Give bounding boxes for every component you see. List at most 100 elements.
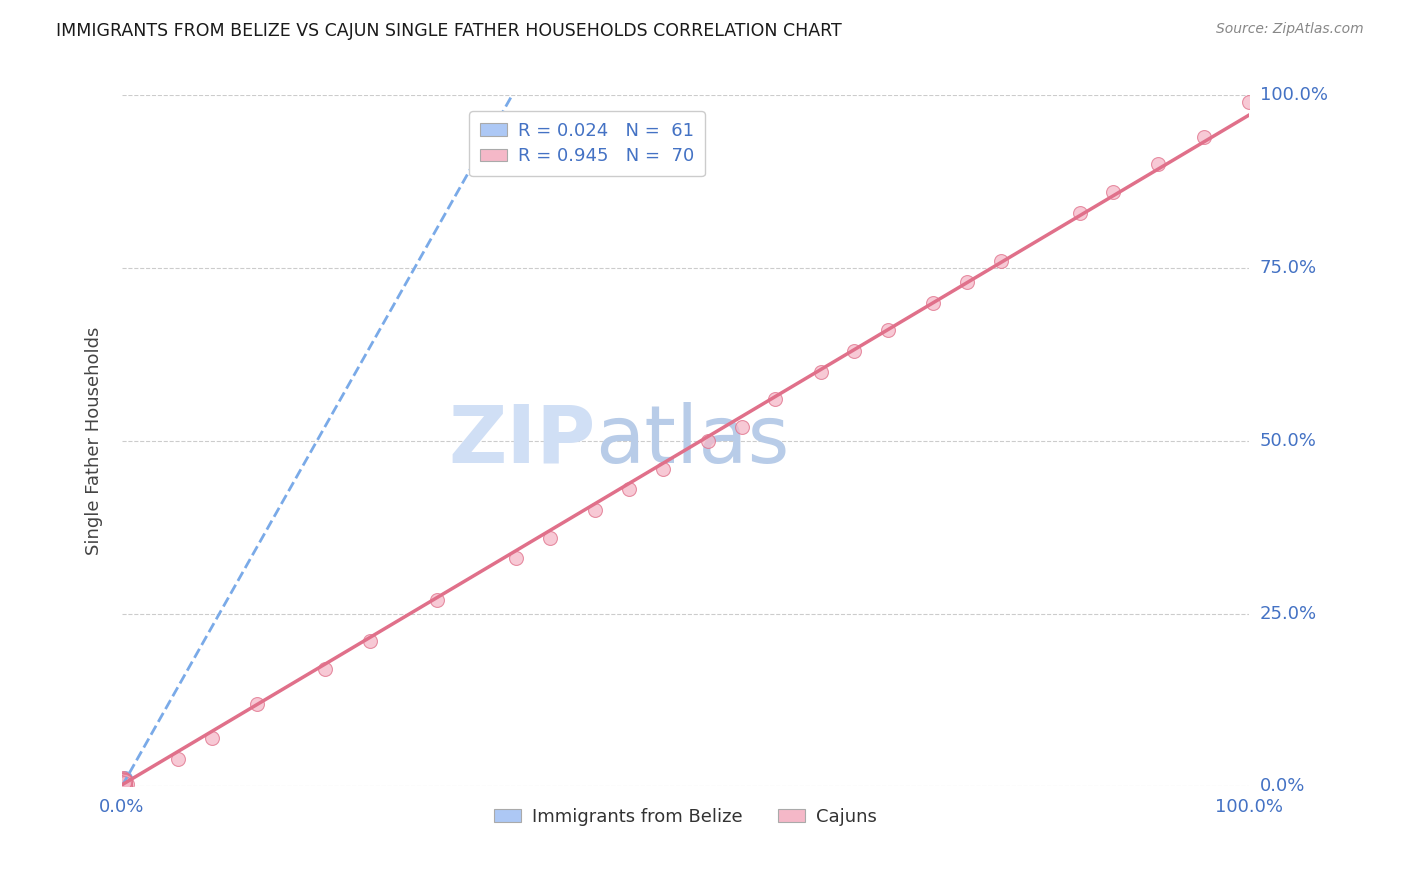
Point — [114, 777, 136, 791]
Point — [112, 774, 135, 789]
Point — [112, 777, 135, 791]
Point — [112, 773, 135, 788]
Point — [112, 774, 135, 789]
Text: atlas: atlas — [595, 402, 790, 480]
Point — [112, 777, 135, 791]
Point — [112, 777, 135, 791]
Point — [112, 773, 135, 788]
Point — [112, 777, 135, 791]
Point — [112, 777, 135, 791]
Point — [112, 774, 135, 789]
Point — [112, 777, 135, 791]
Point — [112, 775, 135, 789]
Point — [112, 772, 135, 787]
Point — [112, 777, 135, 791]
Point — [114, 773, 136, 788]
Point — [114, 773, 136, 788]
Point — [112, 774, 135, 789]
Point — [359, 634, 381, 648]
Point — [114, 777, 136, 791]
Point — [112, 777, 135, 791]
Point — [112, 772, 135, 786]
Point — [112, 771, 135, 785]
Point — [112, 774, 135, 789]
Point — [990, 254, 1012, 268]
Point — [112, 777, 135, 791]
Point — [112, 777, 135, 791]
Point — [112, 777, 135, 791]
Point — [112, 775, 135, 789]
Point — [112, 777, 135, 791]
Point — [112, 775, 135, 789]
Point — [112, 777, 135, 791]
Point — [112, 778, 135, 792]
Text: ZIP: ZIP — [449, 402, 595, 480]
Point — [314, 662, 336, 676]
Point — [112, 772, 135, 787]
Point — [112, 775, 135, 789]
Point — [112, 777, 135, 791]
Point — [246, 697, 269, 711]
Point — [112, 777, 135, 791]
Point — [112, 773, 135, 788]
Point — [112, 775, 135, 789]
Point — [112, 776, 135, 790]
Point — [730, 420, 752, 434]
Point — [114, 773, 136, 788]
Point — [112, 776, 135, 790]
Point — [538, 531, 561, 545]
Point — [114, 775, 136, 789]
Text: Source: ZipAtlas.com: Source: ZipAtlas.com — [1216, 22, 1364, 37]
Point — [112, 776, 135, 790]
Point — [112, 774, 135, 789]
Point — [112, 777, 135, 791]
Point — [112, 777, 135, 791]
Point — [114, 772, 136, 786]
Point — [583, 503, 606, 517]
Point — [112, 774, 135, 789]
Text: 75.0%: 75.0% — [1260, 260, 1317, 277]
Point — [112, 777, 135, 791]
Point — [112, 776, 135, 790]
Text: 0.0%: 0.0% — [1260, 778, 1305, 796]
Point — [112, 775, 135, 789]
Point — [201, 731, 224, 745]
Point — [765, 392, 787, 407]
Point — [505, 551, 527, 566]
Point — [112, 775, 135, 789]
Point — [112, 774, 135, 789]
Point — [112, 777, 135, 791]
Text: 50.0%: 50.0% — [1260, 432, 1316, 450]
Point — [112, 775, 135, 789]
Point — [112, 777, 135, 791]
Point — [922, 295, 945, 310]
Point — [112, 775, 135, 789]
Point — [1147, 157, 1170, 171]
Point — [112, 775, 135, 789]
Point — [651, 461, 673, 475]
Point — [114, 773, 136, 788]
Point — [810, 365, 832, 379]
Point — [112, 774, 135, 789]
Point — [956, 275, 979, 289]
Text: 100.0%: 100.0% — [1260, 87, 1327, 104]
Point — [115, 777, 138, 791]
Point — [112, 776, 135, 790]
Point — [426, 593, 449, 607]
Point — [114, 773, 136, 788]
Point — [112, 776, 135, 790]
Point — [112, 775, 135, 789]
Point — [112, 776, 135, 790]
Point — [877, 323, 900, 337]
Point — [112, 777, 135, 791]
Point — [112, 777, 135, 791]
Point — [167, 752, 190, 766]
Point — [112, 777, 135, 791]
Point — [112, 776, 135, 790]
Point — [114, 772, 136, 787]
Point — [112, 774, 135, 789]
Point — [112, 776, 135, 790]
Point — [114, 774, 136, 789]
Point — [112, 777, 135, 791]
Point — [114, 774, 136, 789]
